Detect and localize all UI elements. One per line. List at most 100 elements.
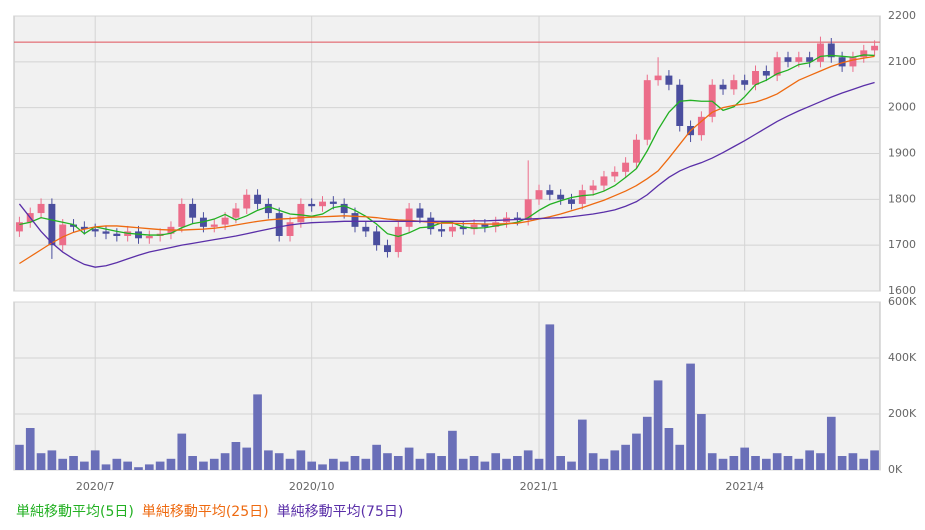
candle-body: [264, 203, 272, 214]
candle-body: [871, 45, 879, 51]
y-tick-label: 2200: [888, 9, 916, 22]
candle-body: [221, 217, 229, 225]
volume-bar: [458, 458, 468, 470]
candle-body: [394, 226, 402, 253]
candle-body: [351, 213, 359, 227]
candle-body: [643, 80, 651, 140]
volume-bar: [361, 458, 371, 470]
volume-bar: [199, 461, 208, 470]
candle-body: [816, 43, 824, 62]
volume-bar: [404, 447, 414, 470]
volume-bar: [448, 430, 457, 470]
volume-bar: [545, 324, 555, 470]
volume-bar: [610, 450, 620, 470]
candle-body: [373, 231, 381, 246]
volume-bar: [697, 414, 706, 470]
volume-bar: [69, 456, 78, 470]
volume-bar: [870, 450, 879, 470]
y-tick-label: 1800: [888, 192, 916, 205]
candle-body: [438, 229, 446, 232]
candle-body: [719, 84, 727, 90]
volume-bar: [469, 456, 479, 470]
candle-body: [752, 71, 759, 85]
candle-body: [600, 176, 608, 186]
volume-bar: [621, 444, 630, 470]
volume-bar: [296, 450, 306, 470]
volume-bar: [393, 456, 403, 470]
candle-body: [427, 217, 435, 230]
volume-bar: [675, 444, 685, 470]
candle-body: [210, 224, 218, 227]
candle-body: [697, 116, 705, 136]
candle-body: [589, 185, 597, 191]
candle-body: [806, 57, 814, 62]
volume-bar: [534, 458, 544, 470]
volume-bar: [350, 456, 360, 470]
volume-bar: [805, 450, 814, 470]
candle-body: [578, 190, 586, 204]
volume-bar: [144, 464, 154, 470]
candle-body: [319, 201, 326, 207]
volume-bar: [101, 464, 111, 470]
candle-body: [297, 203, 305, 223]
volume-bar: [47, 450, 57, 470]
candle-body: [254, 194, 262, 204]
candle-body: [730, 80, 738, 90]
volume-bar: [285, 458, 295, 470]
volume-bar: [588, 453, 598, 470]
volume-bar: [112, 458, 122, 470]
candle-body: [654, 75, 662, 81]
volume-bar: [794, 458, 804, 470]
volume-bar: [783, 456, 793, 470]
y-tick-label: 0K: [888, 463, 903, 476]
volume-bar: [177, 433, 187, 470]
volume-bar: [253, 394, 262, 470]
volume-bar: [740, 447, 750, 470]
volume-bar: [599, 458, 609, 470]
volume-bar: [502, 458, 511, 470]
volume-bar: [339, 461, 349, 470]
ma-line: [19, 55, 875, 265]
candle-body: [15, 222, 23, 232]
y-tick-label: 2100: [888, 55, 916, 68]
candle-body: [470, 224, 478, 230]
volume-bar: [329, 458, 338, 470]
legend-entry: 単純移動平均(5日): [16, 504, 134, 520]
x-tick-label: 2020/10: [289, 480, 335, 493]
candle-body: [59, 224, 67, 246]
y-tick-label: 2000: [888, 101, 916, 114]
volume-bar: [242, 447, 252, 470]
volume-bar: [307, 461, 317, 470]
candle-body: [665, 75, 673, 85]
volume-bar: [491, 453, 501, 470]
volume-bar: [762, 458, 771, 470]
volume-bar: [859, 458, 869, 470]
volume-bar: [274, 453, 284, 470]
candle-body: [557, 194, 565, 200]
candle-body: [362, 226, 370, 232]
candle-body: [827, 43, 835, 58]
volume-bar: [264, 450, 273, 470]
candle-body: [80, 226, 88, 230]
legend-entry: 単純移動平均(25日): [142, 504, 269, 520]
volume-bar: [58, 458, 68, 470]
candle-body: [481, 224, 489, 227]
candle-body: [459, 226, 467, 230]
volume-bar: [653, 380, 663, 470]
candle-body: [546, 190, 554, 195]
volume-bar: [837, 456, 847, 470]
volume-bar: [513, 456, 522, 470]
volume-bar: [480, 461, 490, 470]
candle-body: [113, 233, 121, 236]
volume-bar: [415, 458, 425, 470]
volume-bar: [134, 467, 143, 470]
y-tick-label: 1700: [888, 238, 916, 251]
candle-body: [568, 199, 575, 204]
volume-bar: [188, 456, 197, 470]
candle-body: [70, 224, 78, 227]
volume-bar: [123, 461, 132, 470]
candle-body: [448, 226, 456, 232]
volume-bar: [80, 461, 89, 470]
candle-body: [48, 203, 56, 246]
